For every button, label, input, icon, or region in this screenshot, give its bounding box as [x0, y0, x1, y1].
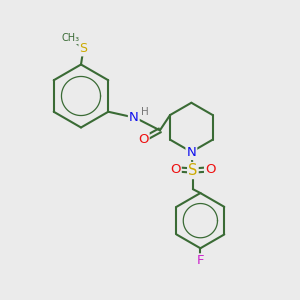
Text: S: S [80, 42, 87, 56]
Text: O: O [138, 133, 148, 146]
Text: F: F [196, 254, 204, 267]
Text: CH₃: CH₃ [62, 33, 80, 43]
Text: S: S [188, 163, 198, 178]
Text: H: H [141, 107, 149, 117]
Text: O: O [170, 163, 181, 176]
Text: O: O [205, 163, 215, 176]
Text: N: N [187, 146, 196, 159]
Text: N: N [129, 111, 139, 124]
